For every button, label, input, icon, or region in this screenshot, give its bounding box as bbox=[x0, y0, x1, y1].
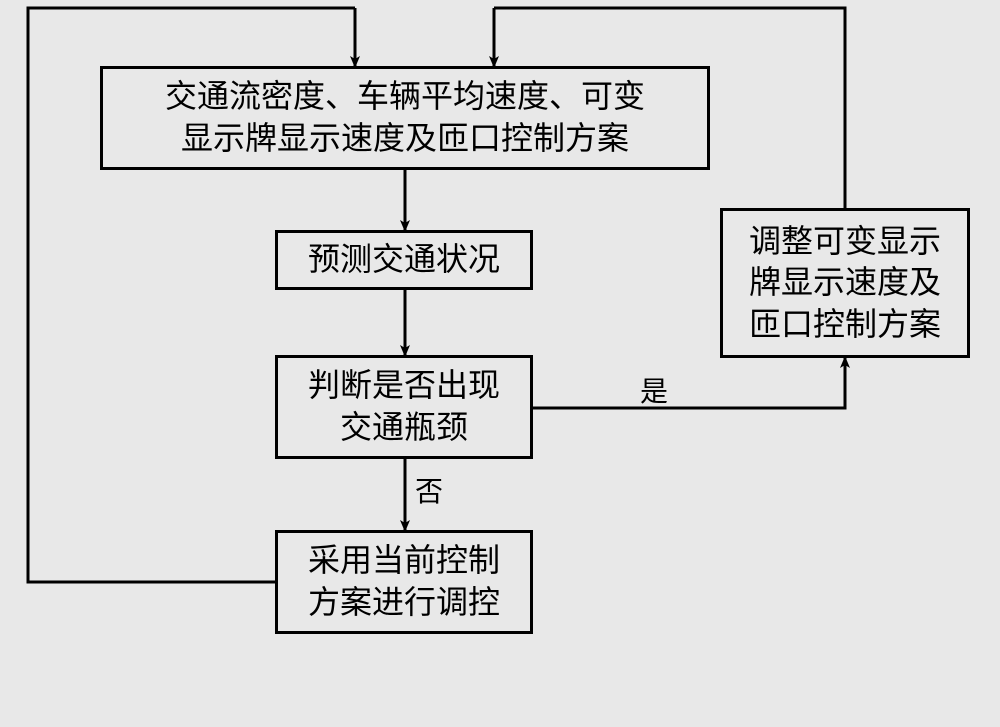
node-judge-bottleneck: 判断是否出现交通瓶颈 bbox=[275, 355, 533, 459]
node-text-line: 判断是否出现 bbox=[308, 365, 500, 407]
node-text-line: 交通流密度、车辆平均速度、可变 bbox=[165, 76, 645, 118]
flowchart-canvas: 交通流密度、车辆平均速度、可变显示牌显示速度及匝口控制方案 预测交通状况 判断是… bbox=[0, 0, 1000, 727]
node-text-line: 调整可变显示 bbox=[749, 221, 941, 263]
edge-judge_to_adjust bbox=[533, 358, 845, 408]
node-predict-traffic: 预测交通状况 bbox=[275, 230, 533, 290]
edge-label-no: 否 bbox=[415, 470, 443, 510]
node-adjust-scheme: 调整可变显示牌显示速度及匝口控制方案 bbox=[720, 208, 970, 358]
node-text-line: 方案进行调控 bbox=[308, 582, 500, 624]
node-text-line: 预测交通状况 bbox=[308, 239, 500, 281]
node-text-line: 显示牌显示速度及匝口控制方案 bbox=[181, 118, 629, 160]
node-adopt-current: 采用当前控制方案进行调控 bbox=[275, 530, 533, 634]
node-input: 交通流密度、车辆平均速度、可变显示牌显示速度及匝口控制方案 bbox=[100, 66, 710, 170]
node-text-line: 匝口控制方案 bbox=[749, 304, 941, 346]
edge-label-yes: 是 bbox=[640, 370, 668, 410]
node-text-line: 采用当前控制 bbox=[308, 540, 500, 582]
node-text-line: 牌显示速度及 bbox=[749, 262, 941, 304]
node-text-line: 交通瓶颈 bbox=[340, 407, 468, 449]
